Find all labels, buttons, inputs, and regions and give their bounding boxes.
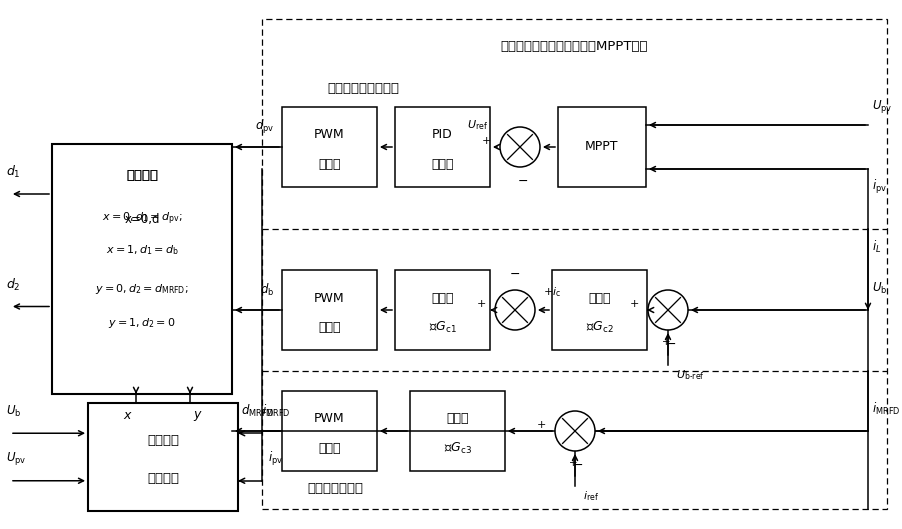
Text: 发生器: 发生器 [318,158,340,171]
Text: $U_{\rm b\text{-}ref}$: $U_{\rm b\text{-}ref}$ [676,368,704,382]
Text: $U_{\rm pv}$: $U_{\rm pv}$ [6,450,26,467]
Text: $d_1$: $d_1$ [6,164,21,180]
Text: +: + [568,458,576,468]
Circle shape [494,290,534,330]
Text: $i_{\rm pv}$: $i_{\rm pv}$ [871,178,886,196]
Text: $x=0, d_1=d_{\rm pv};$: $x=0, d_1=d_{\rm pv};$ [102,211,182,227]
Text: $U_{\rm b}$: $U_{\rm b}$ [871,280,887,296]
Text: +: + [481,136,490,146]
Text: +: + [536,420,545,430]
Text: PID: PID [432,129,453,141]
Text: $+i_{\rm c}$: $+i_{\rm c}$ [542,285,560,299]
Text: 络$G_{\rm c1}$: 络$G_{\rm c1}$ [428,320,456,335]
Text: 选通开关: 选通开关 [126,169,158,182]
Bar [394,107,490,187]
Text: +: + [475,299,485,309]
Text: 发生器: 发生器 [318,321,340,334]
Text: 调节器: 调节器 [431,158,453,171]
Text: +: + [629,299,638,309]
Text: PWM: PWM [314,291,345,305]
Text: $U_{\rm b}$: $U_{\rm b}$ [6,404,22,419]
Text: $d_{\rm pv}$: $d_{\rm pv}$ [254,118,273,136]
Text: −: − [665,338,676,351]
Circle shape [555,411,594,451]
Bar [262,19,886,509]
Text: $y$: $y$ [193,409,203,423]
Bar [394,270,490,350]
Text: $y=1, d_2=0$: $y=1, d_2=0$ [108,316,176,330]
Bar [87,403,238,511]
Text: 系统运行: 系统运行 [147,434,179,448]
Text: 补偿网: 补偿网 [587,291,610,305]
Text: $U_{\rm ref}$: $U_{\rm ref}$ [467,118,488,132]
Text: 发生器: 发生器 [318,442,340,455]
Text: 补偿网: 补偿网 [431,291,453,305]
Text: $i_{\rm MRFD}$: $i_{\rm MRFD}$ [871,401,899,417]
Bar [52,144,232,394]
Text: $i_{\rm ref}$: $i_{\rm ref}$ [583,489,598,503]
Text: PWM: PWM [314,413,345,425]
Text: $i_{\rm MRFD}$: $i_{\rm MRFD}$ [262,403,290,419]
Bar [551,270,647,350]
Bar [281,270,376,350]
Text: $d_{\rm MRFD}$: $d_{\rm MRFD}$ [241,403,273,419]
Text: $i_{\rm pv}$: $i_{\rm pv}$ [268,450,283,468]
Text: $U_{\rm pv}$: $U_{\rm pv}$ [871,98,891,115]
Text: x=0,d: x=0,d [124,213,160,225]
Text: 基于变步长的扰动观察法的MPPT控制: 基于变步长的扰动观察法的MPPT控制 [501,41,648,53]
Text: 模式判断: 模式判断 [147,472,179,485]
Bar [557,107,645,187]
Text: $x$: $x$ [123,409,133,422]
Text: MPPT: MPPT [584,141,618,153]
Text: 电压电流双闭环控制: 电压电流双闭环控制 [327,83,399,96]
Text: $d_{\rm b}$: $d_{\rm b}$ [260,282,273,298]
Text: PWM: PWM [314,129,345,141]
Bar [281,107,376,187]
Text: −: − [517,175,528,187]
Text: 补偿网: 补偿网 [446,413,468,425]
Text: $x=1, d_1=d_{\rm b}$: $x=1, d_1=d_{\rm b}$ [106,243,179,257]
Text: $d_2$: $d_2$ [6,277,21,293]
Text: −: − [572,459,583,471]
Text: +: + [661,337,669,347]
Text: 电流单闭环控制: 电流单闭环控制 [307,482,363,496]
Text: −: − [510,268,520,280]
Bar [410,391,504,471]
Text: $y=0, d_2=d_{\rm MRFD};$: $y=0, d_2=d_{\rm MRFD};$ [95,282,189,296]
Circle shape [648,290,687,330]
Circle shape [500,127,539,167]
Text: $i_L$: $i_L$ [871,239,880,255]
Text: 络$G_{\rm c3}$: 络$G_{\rm c3}$ [443,441,471,456]
Text: 络$G_{\rm c2}$: 络$G_{\rm c2}$ [585,320,612,335]
Bar [281,391,376,471]
Text: 选通开关: 选通开关 [126,169,158,182]
